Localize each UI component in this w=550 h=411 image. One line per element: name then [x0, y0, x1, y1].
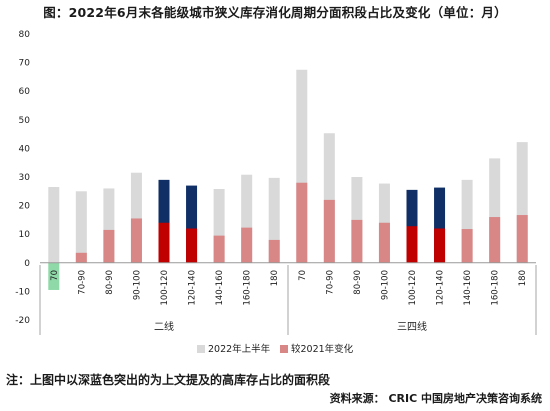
x-tick-label: 120-140	[436, 270, 446, 306]
bar-2022h1	[461, 179, 473, 263]
x-tick-label: 100-120	[408, 270, 418, 306]
y-tick-label: 0	[24, 259, 30, 269]
bar-change-vs-2021	[213, 235, 225, 263]
bar-change-vs-2021	[48, 262, 60, 290]
y-tick-label: 70	[19, 59, 31, 69]
footnote: 注：上图中以深蓝色突出的为上文提及的高库存占比的面积段	[6, 373, 331, 387]
bar-2022h1	[75, 191, 87, 263]
x-tick-label: 90-100	[132, 270, 142, 300]
x-tick-label: 70	[50, 270, 60, 281]
bar-change-vs-2021	[268, 239, 280, 263]
x-tick-label: 100-120	[160, 270, 170, 306]
bar-2022h1	[213, 189, 225, 263]
x-tick-label: 80-90	[353, 270, 363, 295]
y-tick-label: 30	[19, 173, 31, 183]
bar-2022h1	[434, 187, 446, 263]
bar-2022h1	[103, 188, 115, 263]
x-tick-label: 70	[298, 270, 308, 281]
bar-change-vs-2021	[241, 227, 253, 263]
legend-label: 2022年上半年	[208, 343, 271, 355]
bar-2022h1	[186, 185, 198, 263]
bar-2022h1	[323, 133, 335, 263]
y-tick-label: 40	[19, 144, 31, 154]
bar-change-vs-2021	[130, 218, 142, 263]
source-credit: 资料来源： CRIC 中国房地产决策咨询系统	[329, 392, 542, 405]
bar-2022h1	[296, 69, 308, 263]
bar-change-vs-2021	[434, 228, 446, 263]
bar-change-vs-2021	[489, 217, 501, 263]
bar-change-vs-2021	[406, 226, 418, 263]
y-tick-label: 60	[19, 87, 31, 97]
x-tick-label: 180	[518, 270, 528, 286]
bar-2022h1	[516, 142, 528, 263]
x-tick-label: 80-90	[105, 270, 115, 295]
legend-label: 较2021年变化	[291, 343, 354, 355]
legend-swatch	[280, 345, 288, 353]
x-tick-label: 160-180	[491, 270, 501, 306]
y-tick-label: 50	[19, 116, 31, 126]
bar-change-vs-2021	[75, 252, 87, 263]
bar-2022h1	[48, 187, 60, 263]
bar-change-vs-2021	[296, 182, 308, 263]
y-tick-label: -20	[15, 316, 30, 326]
chart-title: 图：2022年6月末各能级城市狭义库存消化周期分面积段占比及变化（单位：月）	[43, 5, 507, 20]
bar-change-vs-2021	[103, 229, 115, 263]
group-label: 三四线	[397, 320, 427, 333]
legend-swatch	[197, 345, 205, 353]
bar-2022h1	[241, 174, 253, 263]
y-tick-label: 20	[19, 202, 31, 212]
y-tick-label: 10	[19, 230, 31, 240]
y-tick-label: 80	[19, 30, 31, 40]
y-tick-label: -10	[15, 287, 30, 297]
bar-change-vs-2021	[158, 222, 170, 263]
bar-2022h1	[268, 177, 280, 263]
bar-change-vs-2021	[516, 215, 528, 263]
x-tick-label: 180	[270, 270, 280, 286]
x-tick-label: 70-90	[77, 270, 87, 295]
bar-change-vs-2021	[186, 228, 198, 263]
bar-2022h1	[489, 158, 501, 263]
bar-change-vs-2021	[461, 229, 473, 263]
x-tick-label: 70-90	[325, 270, 335, 295]
bar-change-vs-2021	[351, 219, 363, 263]
bar-change-vs-2021	[323, 199, 335, 263]
bar-change-vs-2021	[378, 222, 390, 263]
x-tick-label: 90-100	[380, 270, 390, 300]
x-tick-label: 140-160	[463, 270, 473, 306]
bar-2022h1	[158, 179, 170, 263]
bar-2022h1	[130, 172, 142, 263]
x-tick-label: 140-160	[215, 270, 225, 306]
group-label: 二线	[154, 320, 174, 333]
x-tick-label: 120-140	[188, 270, 198, 306]
x-tick-label: 160-180	[243, 270, 253, 306]
